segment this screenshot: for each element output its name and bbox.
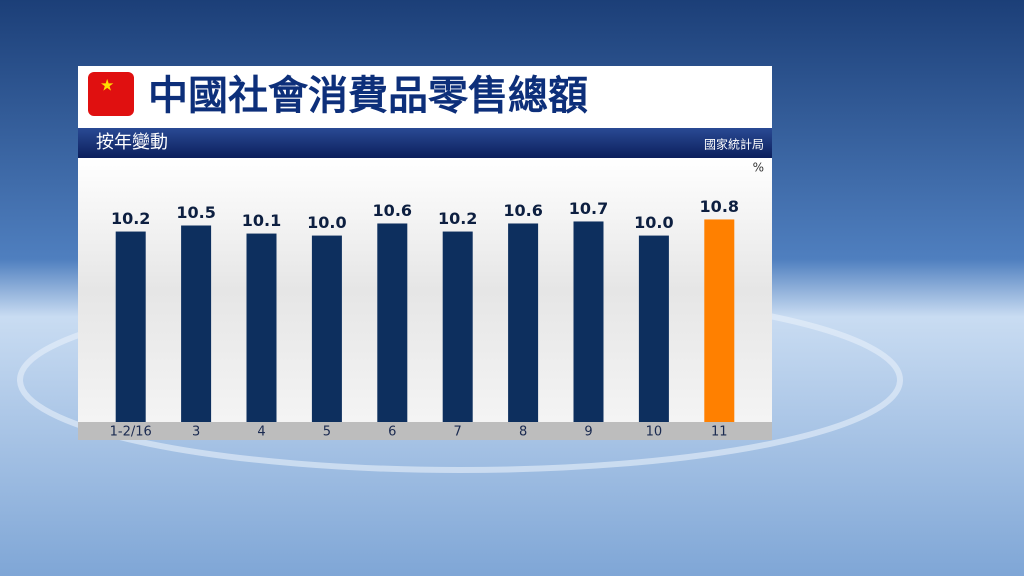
flag-star: ★	[100, 76, 114, 95]
value-label: 10.5	[176, 203, 215, 222]
bar	[246, 233, 277, 422]
unit: %	[753, 161, 764, 175]
x-tick-label: 4	[257, 425, 265, 440]
x-tick-label: 11	[711, 425, 728, 440]
value-label: 10.1	[242, 211, 281, 230]
subtitle-bar	[78, 128, 772, 158]
x-tick-label: 6	[388, 425, 396, 440]
bar	[704, 219, 735, 422]
bar	[573, 221, 604, 422]
x-tick-label: 3	[192, 425, 200, 440]
subtitle: 按年變動	[96, 132, 168, 153]
chart-title: 中國社會消費品零售總額	[148, 73, 588, 119]
bar	[442, 231, 473, 422]
x-tick-label: 5	[323, 425, 331, 440]
value-label: 10.6	[373, 201, 412, 220]
x-tick-label: 1-2/16	[110, 425, 152, 440]
x-tick-label: 8	[519, 425, 527, 440]
x-tick-label: 7	[454, 425, 462, 440]
value-label: 10.2	[111, 209, 150, 228]
bar	[311, 235, 342, 422]
source: 國家統計局	[704, 137, 764, 152]
bar	[181, 225, 212, 422]
x-tick-label: 10	[646, 425, 663, 440]
value-label: 10.7	[569, 199, 608, 218]
x-tick-label: 9	[584, 425, 592, 440]
bar	[638, 235, 669, 422]
value-label: 10.8	[700, 197, 739, 216]
bar	[115, 231, 146, 422]
title-bar	[78, 66, 772, 128]
value-label: 10.6	[503, 201, 542, 220]
flag	[88, 72, 134, 116]
bar	[508, 223, 539, 422]
bar	[377, 223, 408, 422]
value-label: 10.2	[438, 209, 477, 228]
x-axis-band	[78, 422, 772, 440]
value-label: 10.0	[307, 213, 346, 232]
value-label: 10.0	[634, 213, 673, 232]
